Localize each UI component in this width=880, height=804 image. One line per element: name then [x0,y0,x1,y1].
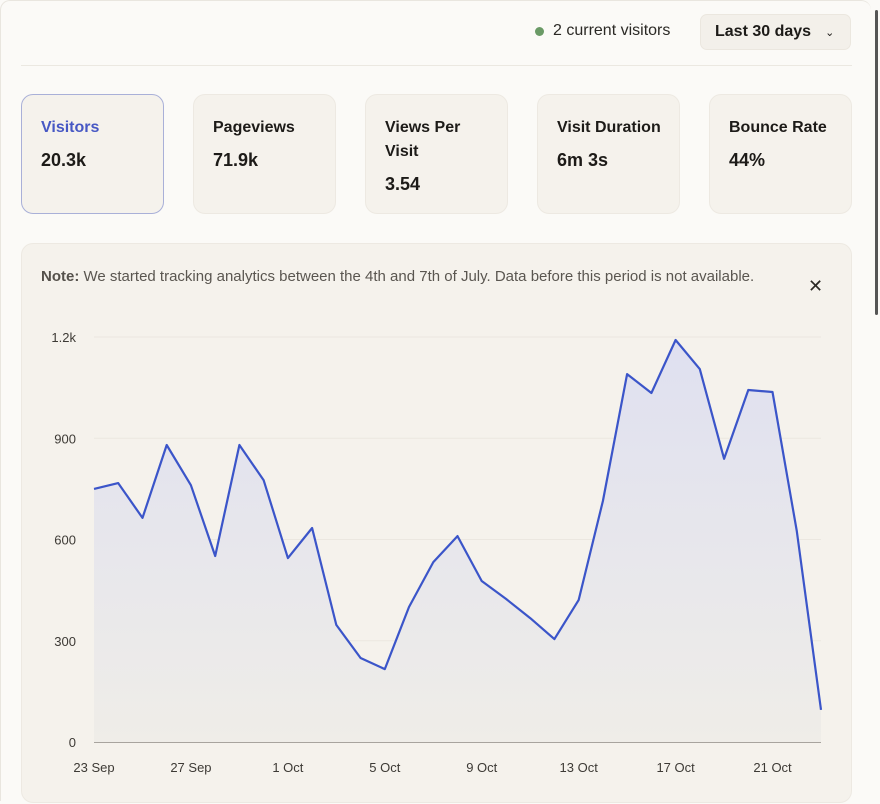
visitors-line [93,338,823,711]
data-point[interactable] [427,556,439,568]
y-tick-label: 1.2k [51,330,76,345]
data-point[interactable] [379,663,391,675]
data-point[interactable] [573,594,585,606]
data-point[interactable] [791,525,803,537]
data-point[interactable] [645,387,657,399]
note-text: We started tracking analytics between th… [79,268,755,285]
divider [21,65,852,66]
metric-value: 44% [729,150,766,170]
data-point[interactable] [88,483,100,495]
metric-label: Visitors [41,119,100,136]
data-point[interactable] [767,386,779,398]
close-icon[interactable]: ✕ [808,276,824,296]
chart-panel: Note: We started tracking analytics betw… [21,243,852,803]
data-point[interactable] [500,593,512,605]
y-tick-label: 300 [54,634,76,649]
data-point[interactable] [694,363,706,375]
visitors-chart: 0 300 600 900 1.2k 23 Sep 27 Sep 1 Oct 5 Oct 9 Oc… [51,330,827,775]
data-point[interactable] [403,601,415,613]
y-tick-label: 0 [69,735,76,750]
metric-card-visitors[interactable]: Visitors 20.3k [21,94,164,214]
data-point[interactable] [282,552,294,564]
x-tick-label: 23 Sep [73,760,114,775]
metric-card-bounce-rate[interactable]: Bounce Rate 44% [709,94,852,214]
note-prefix: Note: [41,268,80,285]
data-point[interactable] [524,612,536,624]
data-point[interactable] [597,495,609,507]
data-point[interactable] [330,619,342,631]
data-point[interactable] [258,474,270,486]
x-tick-label: 13 Oct [560,760,599,775]
data-point[interactable] [161,439,173,451]
metric-label: Views Per Visit [385,119,461,160]
data-point[interactable] [548,633,560,645]
x-tick-label: 5 Oct [369,760,400,775]
metric-value: 3.54 [385,174,421,194]
data-point[interactable] [815,704,827,716]
metric-value: 71.9k [213,150,259,170]
data-point[interactable] [112,477,124,489]
x-tick-label: 17 Oct [656,760,695,775]
x-tick-label: 27 Sep [170,760,211,775]
date-range-label: Last 30 days [715,23,812,40]
current-visitors-indicator: 2 current visitors [535,22,670,40]
live-dot-icon [535,26,544,36]
data-point[interactable] [742,384,754,396]
current-visitors-text: 2 current visitors [553,22,671,39]
metric-value: 6m 3s [557,150,609,170]
metric-card-visit-duration[interactable]: Visit Duration 6m 3s [537,94,680,214]
metric-label: Bounce Rate [729,119,827,136]
metric-label: Pageviews [213,119,295,136]
data-point[interactable] [452,530,464,542]
x-tick-label: 9 Oct [466,760,497,775]
area-fill [94,340,821,742]
data-point[interactable] [670,334,682,346]
data-point[interactable] [718,453,730,465]
metric-card-views-per-visit[interactable]: Views Per Visit 3.54 [365,94,508,214]
data-point[interactable] [355,652,367,664]
scrollbar[interactable] [875,10,878,315]
y-tick-label: 900 [54,431,76,446]
data-point[interactable] [136,512,148,524]
x-tick-label: 21 Oct [753,760,792,775]
data-point[interactable] [476,575,488,587]
chevron-down-icon: ⌄ [825,26,835,39]
metric-value: 20.3k [41,150,87,170]
data-point[interactable] [233,439,245,451]
data-point[interactable] [621,368,633,380]
data-point[interactable] [209,550,221,562]
date-range-dropdown[interactable]: Last 30 days ⌄ [700,14,851,50]
data-point[interactable] [306,522,318,534]
tracking-note: Note: We started tracking analytics betw… [41,264,771,289]
x-tick-label: 1 Oct [272,760,303,775]
metric-label: Visit Duration [557,119,661,136]
metric-card-pageviews[interactable]: Pageviews 71.9k [193,94,336,214]
y-tick-label: 600 [54,533,76,548]
data-point[interactable] [185,479,197,491]
